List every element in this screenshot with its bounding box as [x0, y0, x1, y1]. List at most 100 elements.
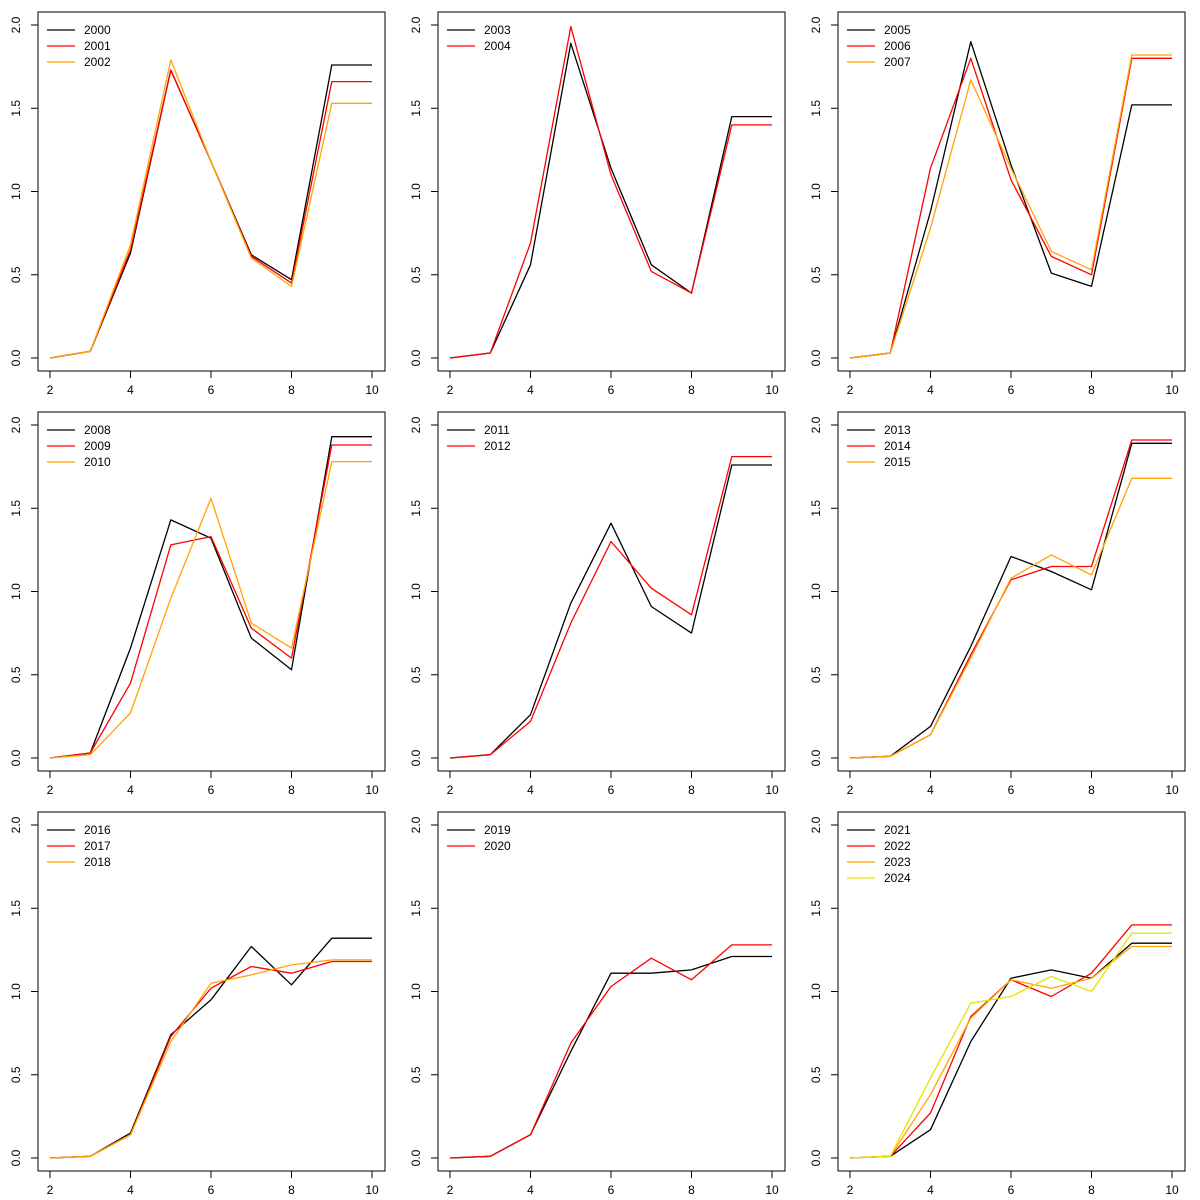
x-tick-label: 10: [765, 1183, 779, 1197]
legend-label: 2022: [884, 839, 911, 853]
x-tick-label: 2: [47, 383, 54, 397]
series-line-2006: [849, 57, 1172, 359]
legend: 2016 2017 2018: [47, 823, 111, 869]
y-tick-label: 1.0: [9, 583, 23, 600]
legend-label: 2020: [484, 839, 511, 853]
x-tick-label: 10: [1165, 1183, 1179, 1197]
series-line-2004: [449, 26, 772, 359]
legend: 2003 2004: [447, 23, 511, 53]
series-line-2013: [849, 442, 1172, 759]
legend-label: 2023: [884, 855, 911, 869]
y-tick-label: 0.0: [9, 349, 23, 366]
x-axis: 2 4 6 8 10: [47, 1170, 379, 1197]
legend: 2005 2006 2007: [847, 23, 911, 69]
x-tick-label: 2: [47, 1183, 54, 1197]
y-axis: 0.0 0.5 1.0 1.5 2.0: [9, 16, 39, 366]
x-axis: 2 4 6 8 10: [447, 770, 779, 797]
x-tick-label: 4: [127, 383, 134, 397]
x-tick-label: 2: [47, 783, 54, 797]
legend-label: 2001: [84, 39, 111, 53]
x-tick-label: 6: [608, 1183, 615, 1197]
x-tick-label: 4: [527, 783, 534, 797]
legend: 2021 2022 2023 2024: [847, 823, 911, 885]
series-line-2023: [849, 945, 1172, 1159]
y-tick-label: 2.0: [9, 816, 23, 833]
series-line-2010: [49, 460, 372, 759]
y-tick-label: 0.0: [409, 349, 423, 366]
series-line-2005: [849, 41, 1172, 359]
legend-label: 2011: [484, 423, 510, 437]
x-tick-label: 2: [447, 1183, 454, 1197]
series-line-2009: [49, 444, 372, 759]
x-tick-label: 6: [608, 783, 615, 797]
y-tick-label: 1.0: [409, 183, 423, 200]
y-tick-label: 1.0: [409, 583, 423, 600]
x-axis: 2 4 6 8 10: [847, 1170, 1179, 1197]
series-line-2002: [49, 59, 372, 359]
legend-label: 2021: [884, 823, 911, 837]
legend: 2008 2009 2010: [47, 423, 111, 469]
x-tick-label: 2: [847, 783, 854, 797]
y-axis: 0.0 0.5 1.0 1.5 2.0: [809, 416, 839, 766]
legend-label: 2009: [84, 439, 111, 453]
x-tick-label: 6: [1008, 783, 1015, 797]
legend-label: 2024: [884, 871, 911, 885]
series-line-2015: [849, 477, 1172, 759]
legend-label: 2014: [884, 439, 911, 453]
x-axis: 2 4 6 8 10: [847, 370, 1179, 397]
series-line-2003: [449, 42, 772, 359]
y-tick-label: 0.0: [809, 749, 823, 766]
y-axis: 0.0 0.5 1.0 1.5 2.0: [409, 16, 439, 366]
x-tick-label: 4: [927, 1183, 934, 1197]
series-line-2007: [849, 54, 1172, 359]
x-axis: 2 4 6 8 10: [47, 370, 379, 397]
y-tick-label: 1.5: [9, 100, 23, 117]
y-axis: 0.0 0.5 1.0 1.5 2.0: [409, 416, 439, 766]
y-tick-label: 0.0: [9, 749, 23, 766]
x-tick-label: 10: [365, 783, 379, 797]
legend-label: 2015: [884, 455, 911, 469]
y-tick-label: 0.5: [9, 266, 23, 283]
y-tick-label: 0.0: [9, 1149, 23, 1166]
y-tick-label: 1.0: [809, 583, 823, 600]
chart-panel-6: 2 4 6 8 10 0.0 0.5 1.0 1.5 2.0 2013 2014 2015: [809, 411, 1186, 797]
y-tick-label: 2.0: [809, 416, 823, 433]
y-tick-label: 0.5: [9, 666, 23, 683]
y-tick-label: 2.0: [809, 16, 823, 33]
x-tick-label: 8: [288, 783, 295, 797]
y-tick-label: 2.0: [9, 416, 23, 433]
x-tick-label: 6: [608, 383, 615, 397]
y-tick-label: 2.0: [409, 16, 423, 33]
x-tick-label: 8: [1088, 383, 1095, 397]
legend-label: 2016: [84, 823, 111, 837]
chart-panel-5: 2 4 6 8 10 0.0 0.5 1.0 1.5 2.0 2011 2012: [409, 411, 786, 797]
chart-panel-3: 2 4 6 8 10 0.0 0.5 1.0 1.5 2.0 2005 2006 2007: [809, 11, 1186, 397]
legend-label: 2004: [484, 39, 511, 53]
x-tick-label: 10: [765, 383, 779, 397]
y-tick-label: 1.5: [809, 100, 823, 117]
legend-label: 2007: [884, 55, 911, 69]
y-tick-label: 1.0: [409, 983, 423, 1000]
x-axis: 2 4 6 8 10: [847, 770, 1179, 797]
x-axis: 2 4 6 8 10: [47, 770, 379, 797]
x-tick-label: 8: [688, 783, 695, 797]
legend-label: 2019: [484, 823, 511, 837]
y-tick-label: 1.0: [9, 183, 23, 200]
y-axis: 0.0 0.5 1.0 1.5 2.0: [9, 816, 39, 1166]
chart-panel-7: 2 4 6 8 10 0.0 0.5 1.0 1.5 2.0 2016 2017 2018: [9, 811, 386, 1197]
x-tick-label: 10: [1165, 383, 1179, 397]
legend-label: 2012: [484, 439, 511, 453]
legend-label: 2008: [84, 423, 111, 437]
legend: 2011 2012: [447, 423, 511, 453]
y-tick-label: 1.5: [409, 100, 423, 117]
x-tick-label: 2: [447, 783, 454, 797]
y-tick-label: 0.5: [409, 666, 423, 683]
series-line-2021: [849, 942, 1172, 1159]
y-tick-label: 1.5: [409, 900, 423, 917]
series-line-2024: [849, 932, 1172, 1159]
y-tick-label: 1.5: [809, 900, 823, 917]
y-tick-label: 1.5: [9, 500, 23, 517]
y-tick-label: 0.5: [809, 666, 823, 683]
